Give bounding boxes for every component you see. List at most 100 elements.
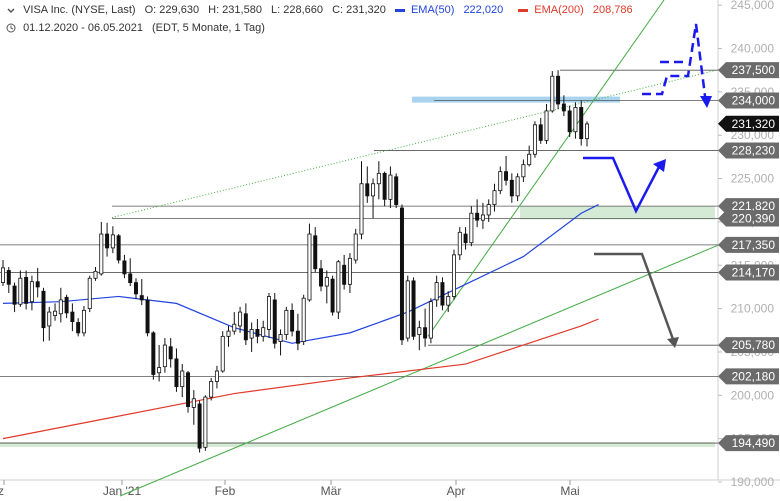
candle xyxy=(301,294,306,346)
candle-body xyxy=(567,110,572,133)
candle xyxy=(313,227,318,273)
candle-body xyxy=(342,264,347,285)
candle-body xyxy=(157,367,162,374)
candle xyxy=(6,266,11,293)
candle xyxy=(376,161,381,200)
candle-body xyxy=(532,124,537,155)
candle-body xyxy=(521,164,526,178)
candle xyxy=(116,234,121,264)
candle xyxy=(47,306,52,341)
candle xyxy=(180,364,185,398)
candle xyxy=(440,277,445,311)
candle-body xyxy=(405,280,410,339)
candle xyxy=(186,371,191,413)
support-zone-green xyxy=(520,206,715,220)
candle-body xyxy=(180,370,185,388)
candle-body xyxy=(18,277,23,305)
candle xyxy=(382,171,387,207)
candle xyxy=(428,298,433,344)
candle xyxy=(110,226,115,254)
ema200-label: EMA(200) xyxy=(534,4,584,16)
price-tag-label: 221,820 xyxy=(732,199,776,213)
candle-body xyxy=(232,323,237,332)
candle-body xyxy=(515,176,520,197)
candle-body xyxy=(99,233,104,275)
candle xyxy=(475,199,480,228)
long-trendline xyxy=(119,243,721,497)
candle-body xyxy=(145,299,150,334)
price-tag-bg xyxy=(718,435,779,452)
candle xyxy=(220,331,225,373)
price-tag-label: 231,320 xyxy=(732,117,776,131)
candle xyxy=(527,145,532,167)
candle-body xyxy=(440,282,445,306)
price-tag-label: 217,350 xyxy=(732,238,776,252)
candle-body xyxy=(47,311,52,327)
price-tag: 221,820 xyxy=(718,198,779,215)
candle xyxy=(139,279,144,306)
candle-body xyxy=(76,322,81,334)
candle-body xyxy=(394,176,399,205)
ema50-line xyxy=(2,204,599,344)
candle xyxy=(232,312,237,335)
candle-body xyxy=(347,257,352,285)
candle xyxy=(151,331,156,380)
price-tag-bg xyxy=(718,337,779,354)
candle xyxy=(174,348,179,392)
ema200-line xyxy=(2,318,599,440)
y-tick-label: 225,000 xyxy=(731,172,775,186)
price-tag: 220,390 xyxy=(718,210,779,227)
price-tag-label: 234,000 xyxy=(732,94,776,108)
ema50-legend: EMA(50) 222,020 xyxy=(394,4,509,16)
candle-body xyxy=(243,313,248,341)
candle-body xyxy=(556,75,561,105)
candle-body xyxy=(561,103,566,112)
ema50-label: EMA(50) xyxy=(410,4,455,16)
candle-body xyxy=(550,75,555,112)
candle-body xyxy=(168,346,173,360)
candle-body xyxy=(359,183,364,235)
candle xyxy=(53,303,58,321)
price-tag-label: 202,180 xyxy=(732,369,776,383)
candle xyxy=(307,223,312,302)
candle-body xyxy=(139,295,144,301)
candle xyxy=(243,303,248,346)
candle xyxy=(81,305,86,337)
candle xyxy=(76,318,81,337)
candle xyxy=(324,270,329,304)
candle xyxy=(405,275,410,342)
candle-body xyxy=(319,268,324,287)
candle-body xyxy=(87,277,92,310)
candle xyxy=(157,345,162,382)
candle xyxy=(336,260,341,320)
close-value: C: 231,320 xyxy=(332,4,386,16)
candle xyxy=(347,253,352,293)
candle-body xyxy=(226,330,231,337)
candle xyxy=(365,166,370,203)
candle xyxy=(567,105,572,137)
candle xyxy=(504,156,509,186)
candle-body xyxy=(544,110,549,141)
candle-body xyxy=(509,179,514,197)
price-tag: 228,230 xyxy=(718,142,779,159)
blue-dashed-arrowhead xyxy=(700,96,712,108)
candle xyxy=(544,103,549,144)
candle xyxy=(480,202,485,229)
price-tag-label: 237,500 xyxy=(732,63,776,77)
price-tag-bg xyxy=(718,92,779,109)
collapse-chevron-icon[interactable] xyxy=(6,5,16,15)
price-tag-label: 214,170 xyxy=(732,265,776,279)
candle-body xyxy=(313,235,318,270)
y-tick-label: 240,000 xyxy=(731,42,775,56)
candle-body xyxy=(301,297,306,342)
candle-body xyxy=(214,370,219,382)
candle-body xyxy=(162,344,167,368)
candle xyxy=(191,390,196,425)
candle-body xyxy=(249,329,254,339)
high-value: H: 231,580 xyxy=(208,4,262,16)
candle-body xyxy=(93,270,98,279)
candle-body xyxy=(122,260,127,275)
candle xyxy=(342,254,347,290)
candle xyxy=(452,249,456,300)
